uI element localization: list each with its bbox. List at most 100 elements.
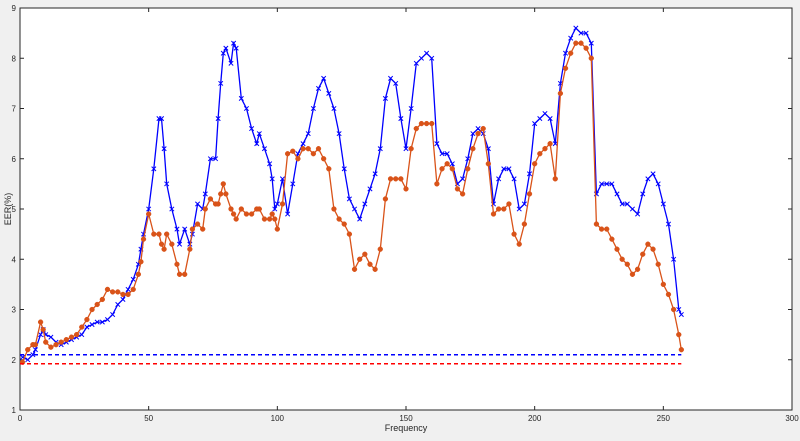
data-point — [346, 231, 353, 237]
data-point — [68, 334, 75, 340]
data-point — [37, 319, 44, 325]
data-point — [110, 311, 116, 318]
data-point — [465, 156, 471, 162]
y-tick-label: 5 — [12, 205, 17, 214]
data-point — [53, 342, 59, 348]
data-point — [480, 125, 486, 132]
data-point — [32, 347, 38, 353]
data-point — [146, 206, 152, 212]
data-point — [521, 221, 528, 227]
data-point — [434, 181, 440, 187]
data-point — [151, 231, 157, 237]
data-point — [526, 171, 533, 177]
data-point — [568, 50, 574, 56]
data-point — [532, 161, 538, 167]
data-point — [315, 85, 322, 91]
data-point — [336, 131, 342, 137]
data-point — [403, 146, 409, 152]
data-point — [516, 206, 522, 212]
data-point — [215, 115, 221, 122]
data-point — [164, 231, 170, 237]
data-point — [413, 125, 419, 132]
data-point — [552, 176, 558, 182]
data-point — [215, 201, 221, 207]
data-point — [362, 201, 368, 207]
data-point — [120, 296, 126, 303]
y-tick-label: 8 — [12, 54, 17, 63]
data-point — [195, 201, 201, 207]
data-point — [678, 347, 684, 353]
data-point — [58, 339, 64, 345]
data-point — [547, 115, 553, 122]
data-point — [285, 211, 291, 217]
data-point — [89, 306, 95, 313]
data-point — [604, 181, 610, 187]
data-point — [243, 211, 250, 217]
data-point — [655, 261, 661, 267]
data-point — [176, 241, 183, 247]
data-point — [79, 324, 85, 330]
data-point — [367, 261, 373, 267]
data-point — [351, 206, 358, 212]
data-point — [189, 226, 196, 232]
data-point — [254, 141, 260, 147]
data-point — [99, 296, 105, 303]
data-point — [444, 151, 450, 157]
data-point — [115, 301, 121, 308]
data-point — [377, 246, 383, 252]
y-tick-label: 7 — [12, 105, 17, 114]
data-point — [269, 211, 275, 217]
data-point — [305, 146, 311, 152]
data-point — [213, 156, 219, 162]
data-point — [388, 75, 394, 81]
data-point — [583, 45, 589, 51]
data-point — [135, 271, 142, 277]
data-point — [341, 221, 347, 227]
data-point — [331, 105, 337, 112]
data-point — [372, 266, 378, 272]
x-tick-label: 0 — [18, 414, 23, 423]
data-point — [403, 186, 409, 192]
y-tick-label: 6 — [12, 155, 17, 164]
data-point — [526, 191, 533, 197]
data-point — [231, 40, 237, 46]
data-point — [475, 126, 481, 132]
data-point — [79, 332, 85, 338]
data-point — [413, 60, 419, 66]
data-point — [460, 176, 466, 182]
data-point — [429, 55, 435, 61]
data-point — [261, 216, 268, 222]
data-point — [377, 146, 383, 152]
data-point — [290, 181, 296, 187]
data-point — [423, 120, 430, 127]
x-tick-label: 100 — [271, 414, 285, 423]
data-point — [230, 211, 237, 217]
data-point — [30, 352, 36, 358]
data-point — [511, 231, 517, 237]
data-point — [223, 191, 229, 197]
data-point — [676, 331, 682, 338]
data-point — [542, 110, 548, 117]
data-point — [645, 241, 651, 247]
data-point — [495, 206, 502, 212]
data-point — [279, 176, 286, 182]
data-point — [562, 50, 569, 56]
data-point — [568, 35, 574, 41]
data-point — [279, 201, 286, 207]
data-point — [43, 339, 49, 345]
data-point — [266, 216, 273, 222]
data-point — [562, 65, 569, 71]
data-point — [398, 176, 404, 182]
data-point — [521, 201, 527, 207]
data-point — [73, 331, 80, 338]
data-point — [138, 259, 144, 265]
data-point — [228, 206, 234, 212]
series-line — [21, 42, 682, 363]
data-point — [640, 251, 646, 257]
data-point — [300, 146, 306, 152]
data-point — [151, 166, 157, 172]
data-point — [158, 115, 165, 122]
data-point — [300, 141, 306, 147]
data-point — [84, 316, 90, 323]
data-point — [408, 146, 414, 152]
